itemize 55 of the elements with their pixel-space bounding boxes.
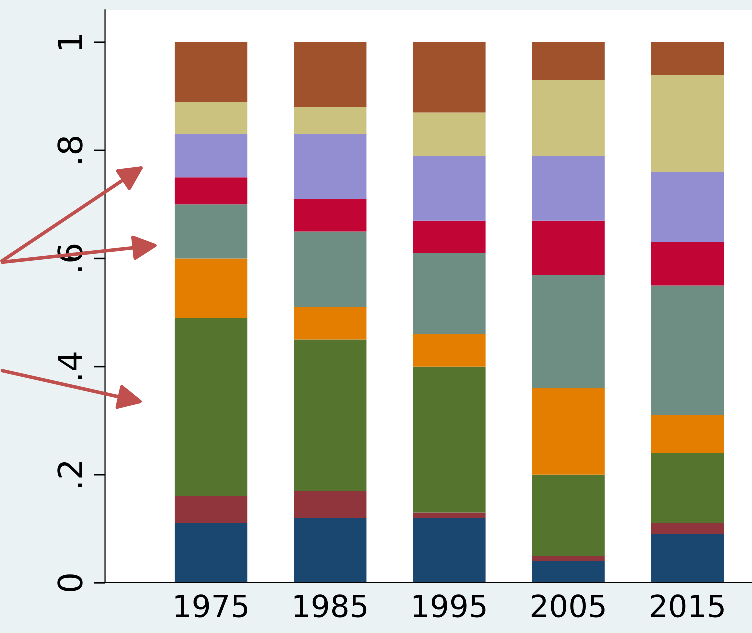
bar (174, 204, 248, 259)
bar (413, 366, 486, 513)
bar (532, 474, 605, 556)
y-tick-label: .8 (58, 137, 83, 163)
bar (651, 415, 724, 454)
y-tick-label: 1 (58, 35, 82, 50)
bar (294, 42, 367, 108)
bar (651, 74, 724, 172)
bar (532, 556, 605, 562)
x-tick-label: 1985 (294, 594, 367, 618)
bar (294, 232, 367, 308)
bar (532, 80, 605, 156)
bar (294, 518, 367, 583)
bar (294, 107, 367, 134)
bar (294, 340, 367, 492)
bar (174, 42, 248, 102)
bar (294, 134, 367, 200)
bar (174, 524, 248, 583)
bar (532, 42, 605, 80)
bar (294, 307, 367, 340)
bar (294, 491, 367, 518)
bar (651, 453, 724, 524)
bar (413, 112, 486, 156)
y-tick-label: .4 (58, 352, 82, 380)
bar (651, 172, 724, 243)
bar (532, 274, 605, 388)
bar (413, 156, 486, 221)
bar (532, 156, 605, 221)
y-tick-label: .2 (58, 462, 82, 488)
bar (651, 42, 724, 75)
bar (413, 334, 486, 367)
bar (174, 134, 248, 178)
bar (174, 318, 248, 497)
bar (651, 242, 724, 286)
x-tick-label: 1975 (176, 594, 248, 618)
bar (294, 199, 367, 232)
bar (413, 220, 486, 254)
x-tick-label: 2015 (651, 594, 724, 618)
bar (651, 534, 724, 583)
bar (174, 102, 248, 134)
x-tick-label: 1995 (414, 594, 486, 618)
bar (651, 524, 724, 534)
bar (174, 258, 248, 318)
x-tick-label: 2005 (532, 594, 605, 618)
bar (413, 518, 486, 583)
bar (532, 561, 605, 583)
bar (413, 253, 486, 334)
bar (532, 220, 605, 275)
bar (413, 42, 486, 113)
bar (651, 286, 724, 416)
bar (174, 496, 248, 524)
y-tick-label: 0 (58, 574, 83, 592)
bar (532, 388, 605, 475)
bar (413, 512, 486, 518)
bar (174, 178, 248, 205)
